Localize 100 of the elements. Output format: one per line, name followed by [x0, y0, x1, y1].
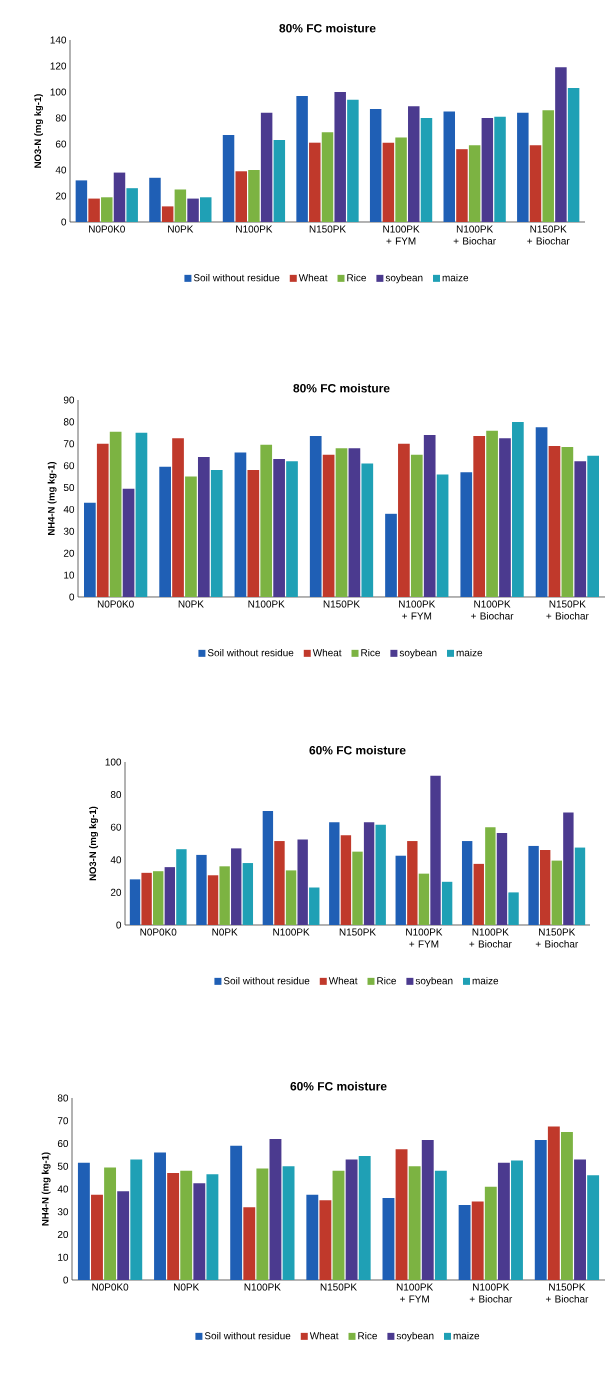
y-tick-label: 0 — [63, 1276, 69, 1284]
bar — [423, 435, 436, 597]
bar — [77, 1162, 90, 1280]
legend-label: maize — [472, 977, 499, 985]
bar — [161, 206, 174, 222]
legend-label: soybean — [415, 977, 453, 987]
bar — [321, 132, 334, 222]
x-tick-label: N0P0K0 — [89, 225, 125, 233]
bar — [434, 1170, 447, 1280]
bar — [574, 461, 587, 597]
bar — [511, 1160, 523, 1280]
bar — [117, 1191, 130, 1280]
bar — [408, 106, 420, 222]
bar — [385, 513, 397, 597]
bar — [285, 870, 297, 925]
bar — [408, 1166, 421, 1280]
bar — [206, 1174, 219, 1280]
bar — [587, 455, 599, 597]
y-tick-label: 10 — [64, 571, 75, 579]
bar — [441, 881, 453, 925]
x-tick-label: N150PK — [339, 928, 376, 936]
bar — [361, 463, 374, 597]
bar — [75, 180, 88, 222]
bar — [535, 427, 548, 597]
legend-label: Rice — [377, 977, 396, 985]
bar — [436, 474, 449, 597]
chart-title: 60% FC moisture — [309, 745, 406, 755]
bar — [348, 448, 361, 597]
legend-label: Rice — [358, 1332, 377, 1340]
bar — [496, 832, 508, 925]
x-tick-label: N100PK + FYM — [383, 225, 420, 245]
bar — [296, 95, 308, 222]
bar — [560, 1132, 573, 1280]
bar — [382, 142, 395, 222]
bar — [269, 1138, 282, 1280]
bar — [260, 444, 273, 597]
bar — [395, 1149, 408, 1280]
legend-label: Soil without residue — [193, 273, 280, 282]
bar — [273, 140, 286, 222]
bar — [126, 188, 138, 222]
bar — [135, 432, 148, 597]
bar — [358, 1156, 371, 1280]
bar — [101, 197, 113, 222]
legend-label: Wheat — [328, 977, 358, 985]
y-tick-label: 20 — [55, 192, 67, 200]
y-tick-label: 80 — [55, 114, 67, 122]
bar — [551, 860, 562, 925]
bar — [473, 436, 486, 597]
bar — [517, 112, 529, 222]
bar — [547, 1126, 560, 1280]
legend-label: Soil without residue — [223, 977, 310, 985]
bar — [176, 849, 187, 925]
legend-label: Rice — [347, 273, 366, 282]
x-tick-label: N100PK — [248, 600, 285, 608]
bar — [153, 871, 164, 925]
x-tick-label: N100PK + Biochar — [453, 225, 496, 245]
y-tick-label: 20 — [110, 888, 122, 896]
bar — [363, 822, 375, 925]
bar — [274, 841, 285, 925]
bar — [222, 134, 235, 222]
y-axis-title: NH4-N (mg kg-1) — [41, 1152, 51, 1226]
bar — [174, 189, 187, 222]
y-tick-label: 80 — [63, 418, 75, 426]
y-tick-label: 0 — [116, 921, 122, 929]
bar — [528, 845, 539, 925]
bar — [529, 145, 542, 222]
bar — [309, 436, 322, 597]
legend-label: maize — [442, 273, 469, 282]
bar — [247, 470, 260, 597]
y-tick-label: 0 — [69, 593, 75, 601]
bar — [180, 1170, 193, 1280]
legend-label: Wheat — [309, 1332, 339, 1340]
bar — [471, 1201, 484, 1280]
bar — [456, 149, 468, 222]
bar — [193, 1183, 206, 1280]
y-tick-label: 50 — [63, 484, 75, 492]
bar — [130, 1159, 143, 1280]
y-tick-label: 80 — [110, 791, 122, 799]
bar — [200, 197, 212, 222]
bar — [109, 431, 122, 597]
bar — [286, 461, 298, 597]
bar — [187, 198, 199, 222]
bar — [262, 810, 274, 925]
y-tick-label: 60 — [110, 823, 122, 831]
bar — [345, 1159, 358, 1280]
y-tick-label: 40 — [63, 505, 75, 513]
bar — [230, 1145, 243, 1280]
y-axis-title: NH4-N (mg kg-1) — [47, 461, 57, 535]
bar — [129, 879, 141, 925]
bar — [486, 430, 498, 597]
bar — [88, 198, 100, 222]
x-tick-label: N100PK + FYM — [396, 1283, 434, 1303]
x-tick-label: N150PK + Biochar — [546, 600, 589, 620]
bar — [395, 855, 406, 925]
bar — [273, 459, 285, 597]
bar — [322, 454, 335, 597]
bar — [395, 137, 407, 222]
bar — [382, 1198, 395, 1280]
bar — [421, 1140, 434, 1280]
y-tick-label: 20 — [63, 549, 75, 557]
